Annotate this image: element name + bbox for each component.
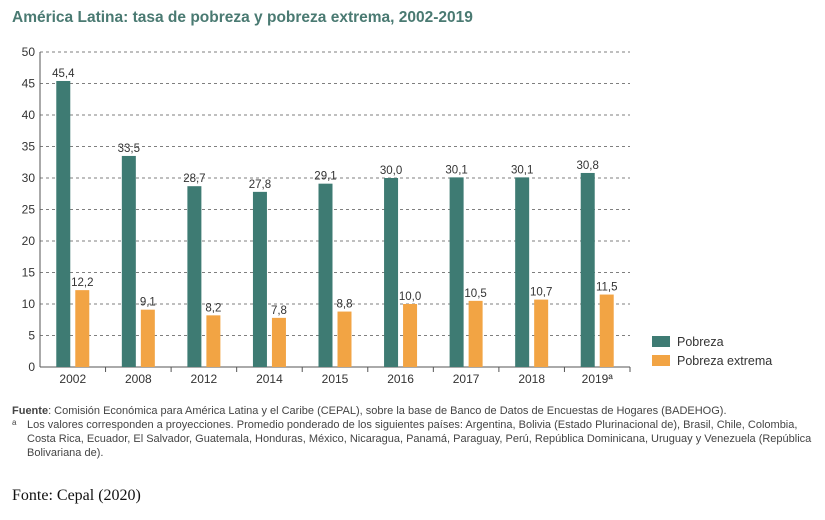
bar-pobreza-extrema [337, 311, 352, 367]
data-label: 10,0 [399, 291, 421, 303]
x-tick-label: 2008 [125, 372, 152, 386]
bar-pobreza [252, 191, 267, 367]
y-tick-label: 30 [22, 171, 36, 185]
bar-pobreza-extrema [206, 315, 221, 367]
bar-pobreza-extrema [599, 294, 614, 367]
data-label: 10,7 [530, 287, 552, 299]
bar-pobreza-extrema [468, 300, 483, 367]
legend: Pobreza Pobreza extrema [652, 335, 772, 368]
source-text: : Comisión Económica para América Latina… [48, 405, 727, 417]
data-label: 29,1 [314, 171, 336, 183]
y-tick-label: 0 [28, 360, 35, 374]
data-label: 10,5 [464, 288, 486, 300]
figure-caption: Fonte: Cepal (2020) [12, 487, 141, 504]
source-label: Fuente [12, 405, 49, 417]
x-tick-label: 2002 [59, 372, 86, 386]
bar-pobreza [580, 172, 595, 367]
y-axis-ticks: 0 5 10 15 20 25 30 35 40 45 50 [22, 45, 36, 374]
y-tick-label: 45 [22, 77, 36, 91]
data-label: 45,4 [52, 68, 75, 80]
bar-pobreza [56, 80, 71, 367]
legend-label: Pobreza extrema [677, 354, 772, 368]
bar-pobreza-extrema [534, 299, 549, 367]
x-tick-label: 2015 [322, 372, 349, 386]
x-tick-label: 2019ª [582, 372, 614, 386]
bar-pobreza-extrema [75, 290, 90, 367]
bar-pobreza [187, 186, 202, 367]
bar-pobreza [318, 183, 333, 367]
x-tick-label: 2012 [191, 372, 218, 386]
bar-pobreza-extrema [271, 317, 286, 367]
data-label: 7,8 [271, 305, 287, 317]
y-tick-label: 20 [22, 234, 36, 248]
source-note: Fuente: Comisión Económica para América … [12, 404, 812, 418]
footnote-mark: a [12, 418, 17, 427]
bar-chart: 0 5 10 15 20 25 30 35 40 45 50 45,4 12,2 33,5 9,1 28,7… [22, 45, 773, 386]
gridlines [39, 51, 630, 368]
data-label: 33,5 [118, 143, 140, 155]
bar-pobreza-extrema [403, 304, 418, 367]
y-tick-label: 5 [28, 329, 35, 343]
data-label: 9,1 [140, 297, 156, 309]
y-tick-label: 15 [22, 266, 36, 280]
legend-swatch [652, 336, 670, 347]
x-tick-label: 2016 [387, 372, 414, 386]
x-axis-ticks: 2002 2008 2012 2014 2015 2016 2017 2018 2019ª [59, 367, 631, 386]
chart-notes: Fuente: Comisión Económica para América … [12, 404, 812, 460]
x-tick-label: 2014 [256, 372, 283, 386]
data-label: 27,8 [249, 179, 271, 191]
chart-title: América Latina: tasa de pobreza y pobrez… [12, 9, 473, 26]
data-label: 8,2 [205, 302, 221, 314]
y-tick-label: 40 [22, 108, 36, 122]
x-tick-label: 2018 [518, 372, 545, 386]
bar-pobreza [515, 177, 530, 367]
legend-swatch [652, 355, 670, 366]
bar-pobreza [384, 178, 399, 367]
data-label: 30,1 [511, 164, 533, 176]
data-label: 30,0 [380, 165, 402, 177]
data-label: 30,8 [577, 160, 599, 172]
legend-label: Pobreza [677, 335, 724, 349]
data-label: 11,5 [596, 282, 618, 294]
bar-pobreza [449, 177, 464, 367]
y-tick-label: 25 [22, 203, 36, 217]
y-tick-label: 35 [22, 140, 36, 154]
y-tick-label: 50 [22, 45, 36, 59]
y-tick-label: 10 [22, 297, 36, 311]
footnote: a Los valores corresponden a proyecciones… [12, 418, 812, 460]
bar-pobreza-extrema [140, 309, 155, 367]
bar-pobreza [121, 155, 136, 367]
bars: 45,4 12,2 33,5 9,1 28,7 8,2 27,8 7,8 29,1 8,8 30,0… [52, 68, 617, 367]
x-tick-label: 2017 [453, 372, 480, 386]
data-label: 30,1 [445, 164, 467, 176]
data-label: 12,2 [71, 277, 93, 289]
data-label: 8,8 [337, 299, 353, 311]
data-label: 28,7 [183, 173, 205, 185]
footnote-text: Los valores corresponden a proyecciones.… [27, 419, 812, 459]
